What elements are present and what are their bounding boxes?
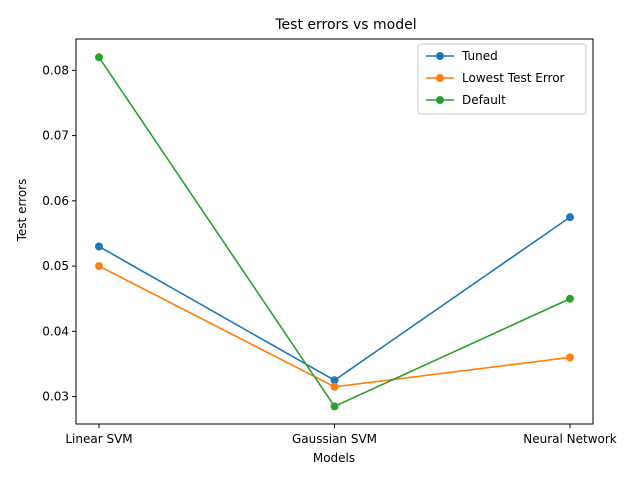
data-point — [95, 262, 103, 271]
x-tick-label: Neural Network — [523, 432, 617, 446]
data-point — [95, 53, 103, 62]
legend-marker — [436, 74, 444, 82]
legend-label: Tuned — [461, 49, 498, 63]
data-point — [566, 294, 574, 303]
x-axis-label: Models — [313, 451, 355, 465]
y-axis: 0.03 0.04 0.05 0.06 0.07 0.08 — [42, 63, 76, 404]
x-axis: Linear SVM Gaussian SVM Neural Network — [65, 424, 617, 446]
y-tick-label: 0.06 — [42, 194, 69, 208]
data-point — [330, 382, 339, 391]
legend: Tuned Lowest Test Error Default — [417, 43, 587, 115]
legend-marker — [436, 52, 444, 60]
data-point — [95, 242, 103, 251]
y-tick-label: 0.08 — [42, 63, 69, 77]
legend-label: Default — [462, 93, 506, 107]
x-tick-label: Gaussian SVM — [292, 432, 377, 446]
x-tick-label: Linear SVM — [65, 432, 132, 446]
data-point — [330, 376, 339, 385]
data-point — [566, 353, 574, 362]
series — [95, 213, 574, 385]
series-line — [98, 216, 571, 382]
series-line — [98, 265, 571, 388]
y-tick-label: 0.04 — [42, 324, 69, 338]
series-layer — [95, 53, 574, 411]
data-point — [330, 402, 339, 411]
series — [95, 262, 574, 391]
legend-box — [417, 43, 587, 115]
chart-title: Test errors vs model — [274, 17, 416, 33]
y-tick-label: 0.05 — [42, 259, 69, 273]
y-tick-label: 0.03 — [42, 390, 69, 404]
y-tick-label: 0.07 — [42, 129, 69, 143]
legend-marker — [436, 96, 444, 104]
y-axis-label: Test errors — [15, 179, 29, 243]
series — [95, 53, 574, 411]
data-point — [566, 213, 574, 222]
legend-label: Lowest Test Error — [462, 71, 565, 85]
